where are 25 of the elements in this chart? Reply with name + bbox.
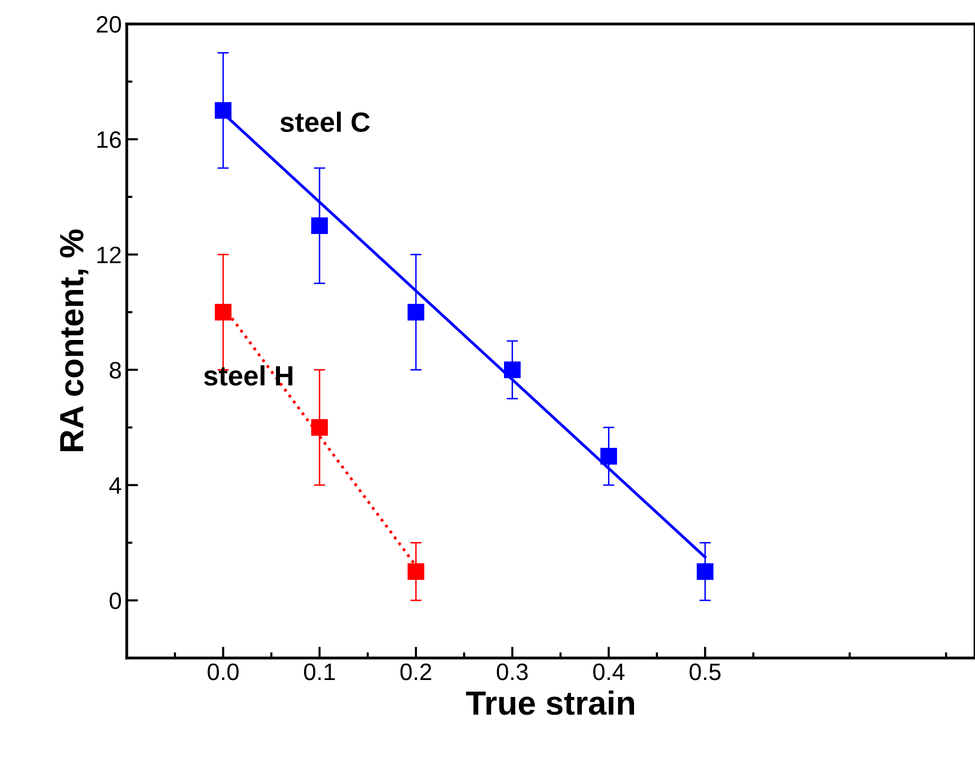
point: [311, 217, 328, 234]
x-tick-label: 0.2: [400, 663, 432, 680]
y-tick-label: 12: [97, 246, 121, 264]
y-tick-label: 8: [110, 362, 121, 379]
point: [311, 419, 328, 436]
x-tick-label: 0.5: [690, 663, 721, 680]
point: [504, 361, 521, 378]
y-tick-label: 0: [110, 592, 121, 610]
y-tick-label: 16: [97, 131, 121, 148]
point: [214, 304, 232, 320]
annotation: steel C: [280, 112, 370, 132]
x-tick-label: 0.4: [593, 663, 624, 680]
point: [408, 563, 424, 580]
y-tick-label: 20: [96, 16, 121, 33]
x-tick-label: 0.0: [208, 663, 239, 680]
x-tick-label: 0.1: [304, 663, 335, 680]
point: [214, 102, 232, 119]
x-axis-title: True strain: [466, 690, 634, 715]
y-axis-title: RA content, %: [60, 230, 88, 452]
point: [408, 304, 424, 320]
point: [600, 448, 618, 465]
annotation: steel H: [204, 365, 292, 386]
y-tick-label: 4: [109, 477, 122, 494]
point: [696, 563, 714, 580]
x-tick-label: 0.3: [496, 663, 528, 680]
